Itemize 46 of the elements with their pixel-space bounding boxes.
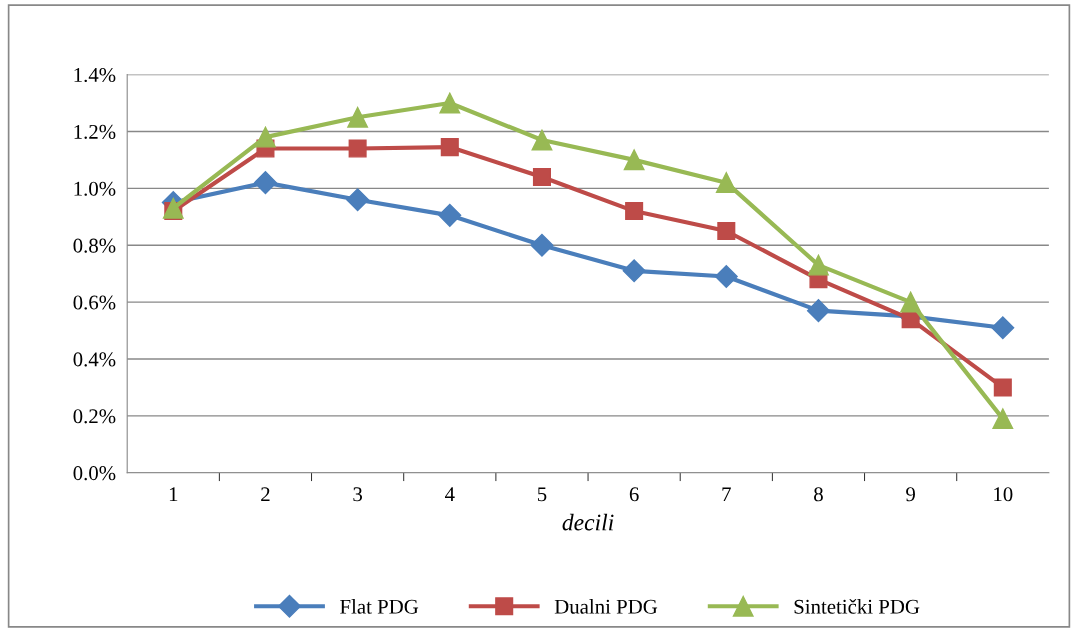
x-tick-label: 9 — [906, 487, 915, 502]
y-tick-label: 0.6% — [73, 295, 116, 310]
point — [625, 202, 644, 221]
y-tick-label: 0.2% — [73, 409, 116, 424]
y-tick-label: 1.2% — [74, 124, 116, 139]
x-tick-label: 2 — [261, 487, 270, 502]
point — [715, 172, 737, 194]
legend-label: Sintetički PDG — [794, 599, 920, 614]
point — [255, 126, 276, 148]
x-tick-label: 10 — [994, 487, 1013, 502]
point — [253, 171, 277, 195]
x-tick-label: 5 — [537, 487, 547, 502]
point — [991, 316, 1015, 340]
point — [348, 139, 367, 158]
x-tick-label: 4 — [444, 487, 455, 502]
x-tick-label: 7 — [722, 487, 731, 502]
point — [714, 265, 738, 288]
legend-label: Dualni PDG — [554, 599, 658, 614]
y-tick-label: 0.4% — [73, 352, 116, 367]
point — [717, 221, 736, 241]
point — [162, 197, 184, 219]
point — [438, 203, 462, 227]
point — [808, 254, 829, 276]
x-axis-title: decili — [562, 513, 614, 531]
point — [346, 188, 370, 212]
y-tick-label: 0.0% — [73, 466, 116, 481]
point — [440, 138, 459, 157]
point — [530, 233, 554, 257]
x-tick-label: 6 — [629, 487, 639, 502]
legend-label: Flat PDG — [340, 599, 419, 614]
x-tick-label: 8 — [814, 487, 823, 502]
point — [900, 291, 922, 313]
point — [993, 378, 1012, 397]
point — [439, 92, 461, 114]
x-tick-label: 3 — [353, 487, 363, 502]
y-tick-label: 1.0% — [74, 181, 116, 196]
y-tick-label: 1.4% — [74, 67, 116, 83]
point — [623, 149, 645, 171]
point — [622, 259, 646, 283]
point — [532, 167, 551, 186]
y-tick-label: 0.8% — [73, 238, 116, 253]
point — [806, 299, 830, 323]
point — [531, 129, 553, 151]
point — [347, 106, 369, 128]
x-tick-label: 1 — [169, 487, 178, 502]
point — [992, 408, 1014, 430]
